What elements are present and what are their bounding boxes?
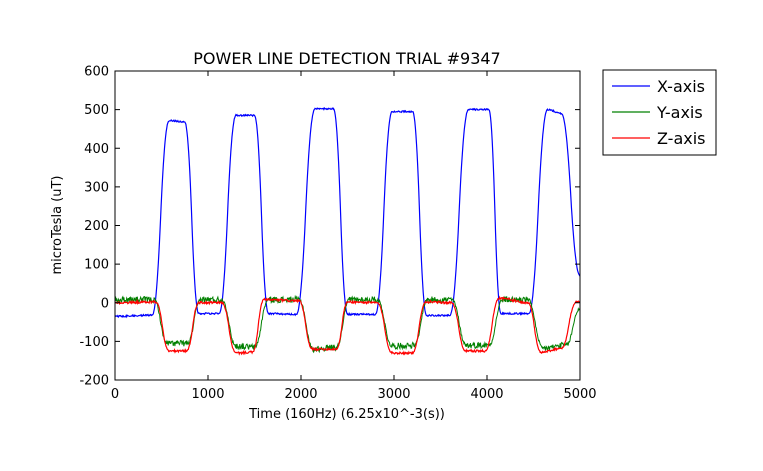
- y-tick-label: 400: [84, 142, 109, 157]
- x-tick-label: 5000: [563, 387, 596, 402]
- y-axis-ticks: -200 -100 0 100 200 300 400 500 600: [79, 65, 580, 389]
- y-tick-label: -200: [79, 374, 109, 389]
- series-line-y-axis: [114, 294, 581, 354]
- chart-title: POWER LINE DETECTION TRIAL #9347: [193, 49, 500, 68]
- y-tick-label: 300: [84, 180, 109, 195]
- series-line-z-axis: [114, 295, 581, 356]
- chart-legend: X-axis Y-axis Z-axis: [602, 69, 717, 156]
- x-tick-label: 0: [111, 387, 119, 402]
- y-tick-label: 0: [101, 296, 109, 311]
- series-line-x-axis: [114, 107, 581, 319]
- plot-frame: [114, 70, 581, 381]
- y-tick-label: 500: [84, 103, 109, 118]
- y-axis-label: microTesla (uT): [50, 176, 65, 275]
- x-tick-label: 1000: [191, 387, 224, 402]
- y-tick-label: -100: [79, 335, 109, 350]
- x-tick-label: 3000: [377, 387, 410, 402]
- x-tick-label: 2000: [284, 387, 317, 402]
- y-tick-label: 200: [84, 219, 109, 234]
- x-axis-ticks: 0 1000 2000 3000 4000 5000: [111, 71, 597, 402]
- plot-lines: [114, 107, 581, 356]
- legend-label-z-axis: Z-axis: [657, 129, 706, 148]
- y-tick-label: 100: [84, 258, 109, 273]
- y-tick-label: 600: [84, 65, 109, 80]
- x-axis-label: Time (160Hz) (6.25x10^-3(s)): [248, 407, 445, 422]
- legend-label-y-axis: Y-axis: [656, 103, 703, 122]
- x-tick-label: 4000: [470, 387, 503, 402]
- legend-label-x-axis: X-axis: [657, 77, 705, 96]
